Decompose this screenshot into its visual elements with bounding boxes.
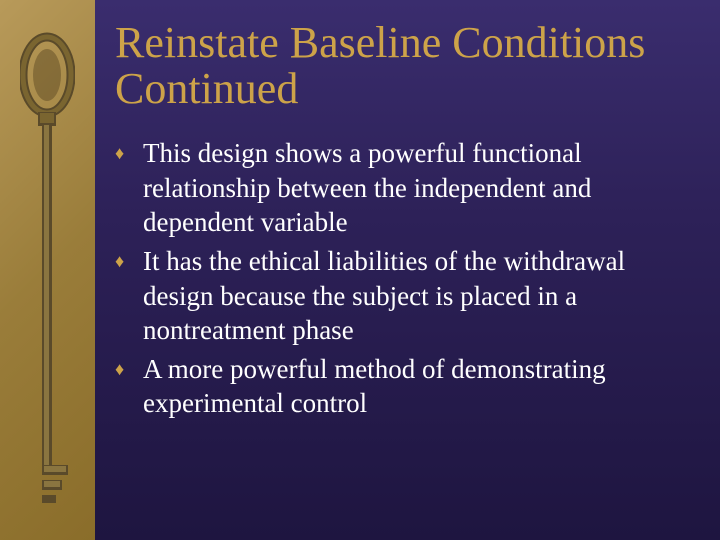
list-item: ♦ It has the ethical liabilities of the … — [115, 244, 690, 348]
bullet-text: It has the ethical liabilities of the wi… — [143, 246, 625, 345]
diamond-icon: ♦ — [115, 358, 124, 381]
diamond-icon: ♦ — [115, 142, 124, 165]
list-item: ♦ This design shows a powerful functiona… — [115, 136, 690, 240]
bullet-text: This design shows a powerful functional … — [143, 138, 591, 237]
slide: Reinstate Baseline Conditions Continued … — [0, 0, 720, 540]
key-icon — [18, 20, 78, 520]
slide-title: Reinstate Baseline Conditions Continued — [115, 20, 690, 112]
sidebar-decoration — [0, 0, 95, 540]
bullet-text: A more powerful method of demonstrating … — [143, 354, 606, 419]
diamond-icon: ♦ — [115, 250, 124, 273]
bullet-list: ♦ This design shows a powerful functiona… — [115, 136, 690, 420]
list-item: ♦ A more powerful method of demonstratin… — [115, 352, 690, 421]
slide-content: Reinstate Baseline Conditions Continued … — [95, 0, 720, 540]
